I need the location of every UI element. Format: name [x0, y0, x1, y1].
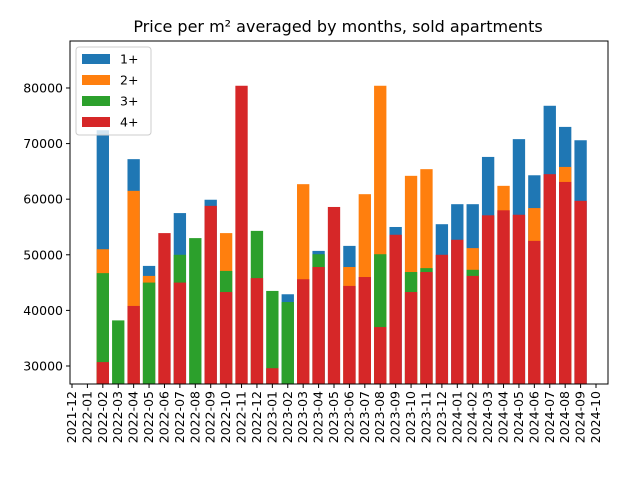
bar — [96, 273, 109, 384]
x-tick-label: 2023-10 — [403, 391, 418, 443]
bar — [96, 362, 109, 384]
bar — [312, 267, 325, 384]
x-tick-label: 2022-05 — [141, 391, 156, 443]
bar — [297, 279, 310, 384]
bar — [343, 285, 356, 384]
legend-label: 4+ — [120, 115, 138, 130]
x-tick-label: 2023-05 — [326, 391, 341, 443]
bar — [266, 290, 279, 384]
bar — [358, 277, 371, 384]
x-tick-label: 2023-07 — [357, 391, 372, 443]
x-tick-label: 2023-03 — [295, 391, 310, 443]
bar — [250, 278, 264, 384]
x-tick-label: 2023-06 — [341, 391, 356, 443]
x-tick-label: 2024-04 — [496, 391, 511, 443]
bar — [204, 205, 217, 384]
bar — [173, 282, 187, 384]
x-tick-label: 2022-06 — [156, 391, 171, 443]
legend: 1+ 2+ 3+ 4+ — [75, 46, 152, 136]
x-tick-label: 2024-01 — [449, 391, 464, 443]
x-tick-label: 2024-02 — [465, 391, 480, 443]
x-tick-label: 2023-09 — [388, 391, 403, 443]
bar — [466, 275, 479, 384]
x-tick-label: 2022-11 — [234, 391, 249, 443]
y-tick-label: 80000 — [23, 80, 63, 95]
bar — [528, 240, 541, 384]
legend-swatch — [82, 75, 110, 85]
x-tick-label: 2024-08 — [557, 391, 572, 443]
x-tick-label: 2024-07 — [542, 391, 557, 443]
x-tick-label: 2022-10 — [218, 391, 233, 443]
x-tick-label: 2023-04 — [311, 391, 326, 443]
legend-swatch — [82, 54, 110, 64]
x-tick-label: 2024-09 — [573, 391, 588, 443]
legend-swatch — [82, 96, 110, 106]
x-tick-label: 2022-09 — [203, 391, 218, 443]
x-tick-label: 2022-04 — [126, 391, 141, 443]
y-tick-label: 70000 — [23, 136, 63, 151]
bar — [112, 320, 125, 384]
bar — [512, 214, 526, 384]
bar — [189, 238, 202, 384]
bar — [497, 210, 510, 384]
x-tick-label: 2023-02 — [280, 391, 295, 443]
x-tick-label: 2021-12 — [64, 391, 79, 443]
bar — [127, 305, 140, 384]
x-tick-label: 2022-02 — [95, 391, 110, 443]
bar — [435, 254, 449, 384]
legend-label: 1+ — [120, 52, 138, 67]
bar — [327, 206, 341, 384]
bar — [451, 239, 464, 384]
x-tick-label: 2022-07 — [172, 391, 187, 443]
x-tick-label: 2022-12 — [249, 391, 264, 443]
bar — [266, 368, 279, 384]
bar — [404, 292, 418, 384]
x-tick-label: 2024-05 — [511, 391, 526, 443]
bar — [142, 282, 156, 384]
x-tick-label: 2024-06 — [526, 391, 541, 443]
legend-swatch — [82, 117, 110, 127]
bar — [389, 234, 402, 384]
bar — [158, 233, 171, 384]
y-tick-label: 50000 — [23, 247, 63, 262]
bar — [559, 181, 572, 384]
x-tick-label: 2023-11 — [418, 391, 433, 443]
x-tick-label: 2022-08 — [187, 391, 202, 443]
x-tick-label: 2024-03 — [480, 391, 495, 443]
y-tick-label: 40000 — [23, 303, 63, 318]
bar — [574, 200, 587, 384]
x-tick-label: 2022-03 — [110, 391, 125, 443]
axes-frame — [69, 40, 609, 385]
bar — [374, 327, 387, 384]
y-tick-label: 60000 — [23, 192, 63, 207]
chart-title: Price per m² averaged by months, sold ap… — [133, 17, 542, 36]
legend-label: 2+ — [120, 73, 138, 88]
legend-label: 3+ — [120, 94, 138, 109]
x-tick-label: 2022-01 — [79, 391, 94, 443]
x-tick-label: 2023-01 — [264, 391, 279, 443]
bar — [219, 292, 233, 384]
bar — [543, 174, 556, 384]
y-tick-label: 30000 — [23, 358, 63, 373]
x-tick-label: 2024-10 — [588, 391, 603, 443]
bar — [481, 215, 495, 384]
bar — [235, 85, 248, 384]
bar — [281, 302, 294, 384]
legend-frame — [75, 46, 152, 136]
bar — [420, 272, 433, 384]
x-tick-label: 2023-12 — [434, 391, 449, 443]
x-tick-label: 2023-08 — [372, 391, 387, 443]
